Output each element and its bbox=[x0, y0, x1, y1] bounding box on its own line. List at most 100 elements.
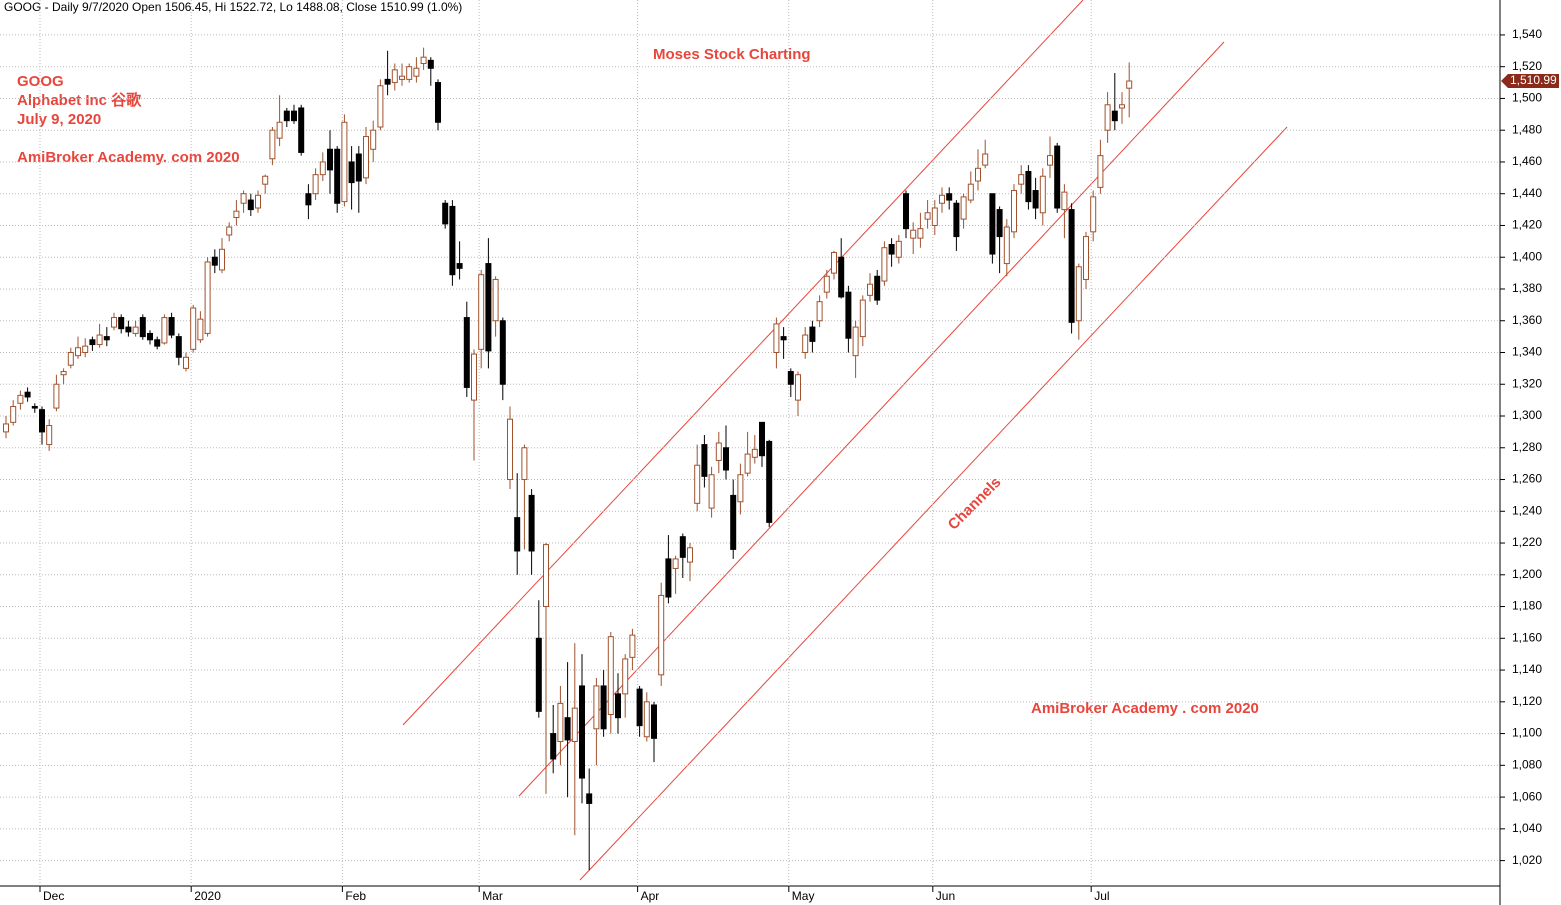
y-tick-label: 1,400 bbox=[1512, 249, 1542, 263]
candle-body bbox=[535, 637, 542, 712]
candle-body bbox=[1061, 191, 1068, 211]
y-tick-label: 1,060 bbox=[1512, 789, 1542, 803]
y-tick-label: 1,360 bbox=[1512, 313, 1542, 327]
y-tick-label: 1,220 bbox=[1512, 535, 1542, 549]
chart-title: GOOG - Daily 9/7/2020 Open 1506.45, Hi 1… bbox=[4, 0, 462, 14]
y-tick-label: 1,340 bbox=[1512, 345, 1542, 359]
candle-body bbox=[96, 334, 103, 346]
candle-body bbox=[1047, 155, 1053, 166]
annotation: Moses Stock Charting bbox=[653, 46, 811, 63]
candle-body bbox=[53, 383, 60, 409]
candle-body bbox=[1075, 266, 1082, 322]
x-tick-label: Dec bbox=[43, 889, 64, 903]
candle-body bbox=[46, 425, 53, 446]
candle-body bbox=[471, 353, 477, 401]
y-tick-label: 1,280 bbox=[1512, 440, 1542, 454]
candle-body bbox=[370, 129, 377, 150]
last-price-label: 1,510.99 bbox=[1510, 73, 1557, 87]
y-tick-label: 1,380 bbox=[1512, 281, 1542, 295]
annotation: AmiBroker Academy . com 2020 bbox=[1031, 700, 1259, 717]
candle-body bbox=[283, 110, 290, 122]
x-tick-label: Apr bbox=[641, 889, 660, 903]
candle-body bbox=[377, 85, 384, 128]
candle-body bbox=[298, 107, 305, 153]
y-tick-label: 1,260 bbox=[1512, 472, 1542, 486]
y-tick-label: 1,540 bbox=[1512, 27, 1542, 41]
candle-body bbox=[593, 685, 600, 730]
candle-body bbox=[125, 326, 132, 333]
y-tick-label: 1,200 bbox=[1512, 567, 1542, 581]
candle-body bbox=[543, 544, 549, 608]
channel-line bbox=[402, 0, 1084, 726]
candle-body bbox=[1097, 155, 1104, 188]
candle-body bbox=[960, 196, 967, 220]
candle-body bbox=[1090, 196, 1097, 233]
y-tick-label: 1,300 bbox=[1512, 408, 1542, 422]
y-tick-label: 1,140 bbox=[1512, 662, 1542, 676]
candle-body bbox=[262, 175, 269, 185]
candle-body bbox=[910, 229, 917, 239]
channel-line bbox=[579, 126, 1288, 881]
candle-body bbox=[233, 210, 240, 219]
candle-body bbox=[391, 69, 398, 84]
annotation: Alphabet Inc 谷歌 bbox=[17, 91, 142, 109]
y-tick-label: 1,500 bbox=[1512, 91, 1542, 105]
candle-body bbox=[39, 409, 45, 433]
candle-body bbox=[946, 193, 953, 201]
candle-body bbox=[406, 66, 413, 80]
candle-body bbox=[1018, 174, 1025, 185]
candle-body bbox=[679, 536, 686, 558]
candle-body bbox=[60, 371, 67, 376]
y-tick-label: 1,320 bbox=[1512, 376, 1542, 390]
candle-body bbox=[636, 688, 643, 727]
candle-body bbox=[132, 326, 139, 334]
candle-body bbox=[564, 717, 571, 741]
candle-body bbox=[161, 317, 168, 344]
candle-body bbox=[413, 67, 420, 77]
candle-body bbox=[247, 199, 254, 211]
candle-body bbox=[744, 453, 751, 474]
candle-body bbox=[485, 263, 492, 352]
candle-body bbox=[845, 291, 852, 339]
candle-body bbox=[384, 78, 391, 85]
candle-body bbox=[1032, 190, 1039, 209]
candle-body bbox=[651, 704, 657, 739]
candle-body bbox=[211, 256, 218, 266]
candle-body bbox=[463, 317, 470, 388]
y-tick-label: 1,020 bbox=[1512, 853, 1542, 867]
candle-body bbox=[355, 153, 362, 182]
candle-body bbox=[852, 326, 859, 357]
candle-body bbox=[499, 320, 506, 385]
candle-body bbox=[240, 193, 247, 204]
candle-body bbox=[931, 207, 938, 226]
candle-body bbox=[939, 194, 945, 204]
candle-body bbox=[1039, 175, 1046, 214]
candle-body bbox=[838, 256, 845, 298]
y-tick-label: 1,240 bbox=[1512, 503, 1542, 517]
candle-body bbox=[694, 464, 701, 504]
candle-body bbox=[334, 148, 341, 204]
candle-body bbox=[312, 174, 319, 195]
x-tick-label: Mar bbox=[482, 889, 503, 903]
candle-body bbox=[67, 351, 74, 366]
candle-body bbox=[809, 326, 816, 342]
candle-body bbox=[975, 167, 981, 182]
candle-body bbox=[708, 474, 715, 509]
y-tick-label: 1,180 bbox=[1512, 599, 1542, 613]
candle-body bbox=[276, 121, 283, 139]
y-tick-label: 1,160 bbox=[1512, 630, 1542, 644]
candle-body bbox=[1025, 170, 1032, 203]
y-tick-label: 1,440 bbox=[1512, 186, 1542, 200]
candle-body bbox=[183, 356, 189, 369]
candle-body bbox=[420, 56, 427, 65]
candle-body bbox=[89, 339, 96, 346]
candle-body bbox=[571, 707, 578, 743]
candle-body bbox=[895, 240, 902, 258]
candle-body bbox=[31, 405, 38, 409]
x-tick-label: Jun bbox=[936, 889, 955, 903]
x-tick-label: May bbox=[792, 889, 815, 903]
candle-body bbox=[658, 594, 665, 676]
candle-body bbox=[507, 418, 513, 481]
y-tick-label: 1,040 bbox=[1512, 821, 1542, 835]
